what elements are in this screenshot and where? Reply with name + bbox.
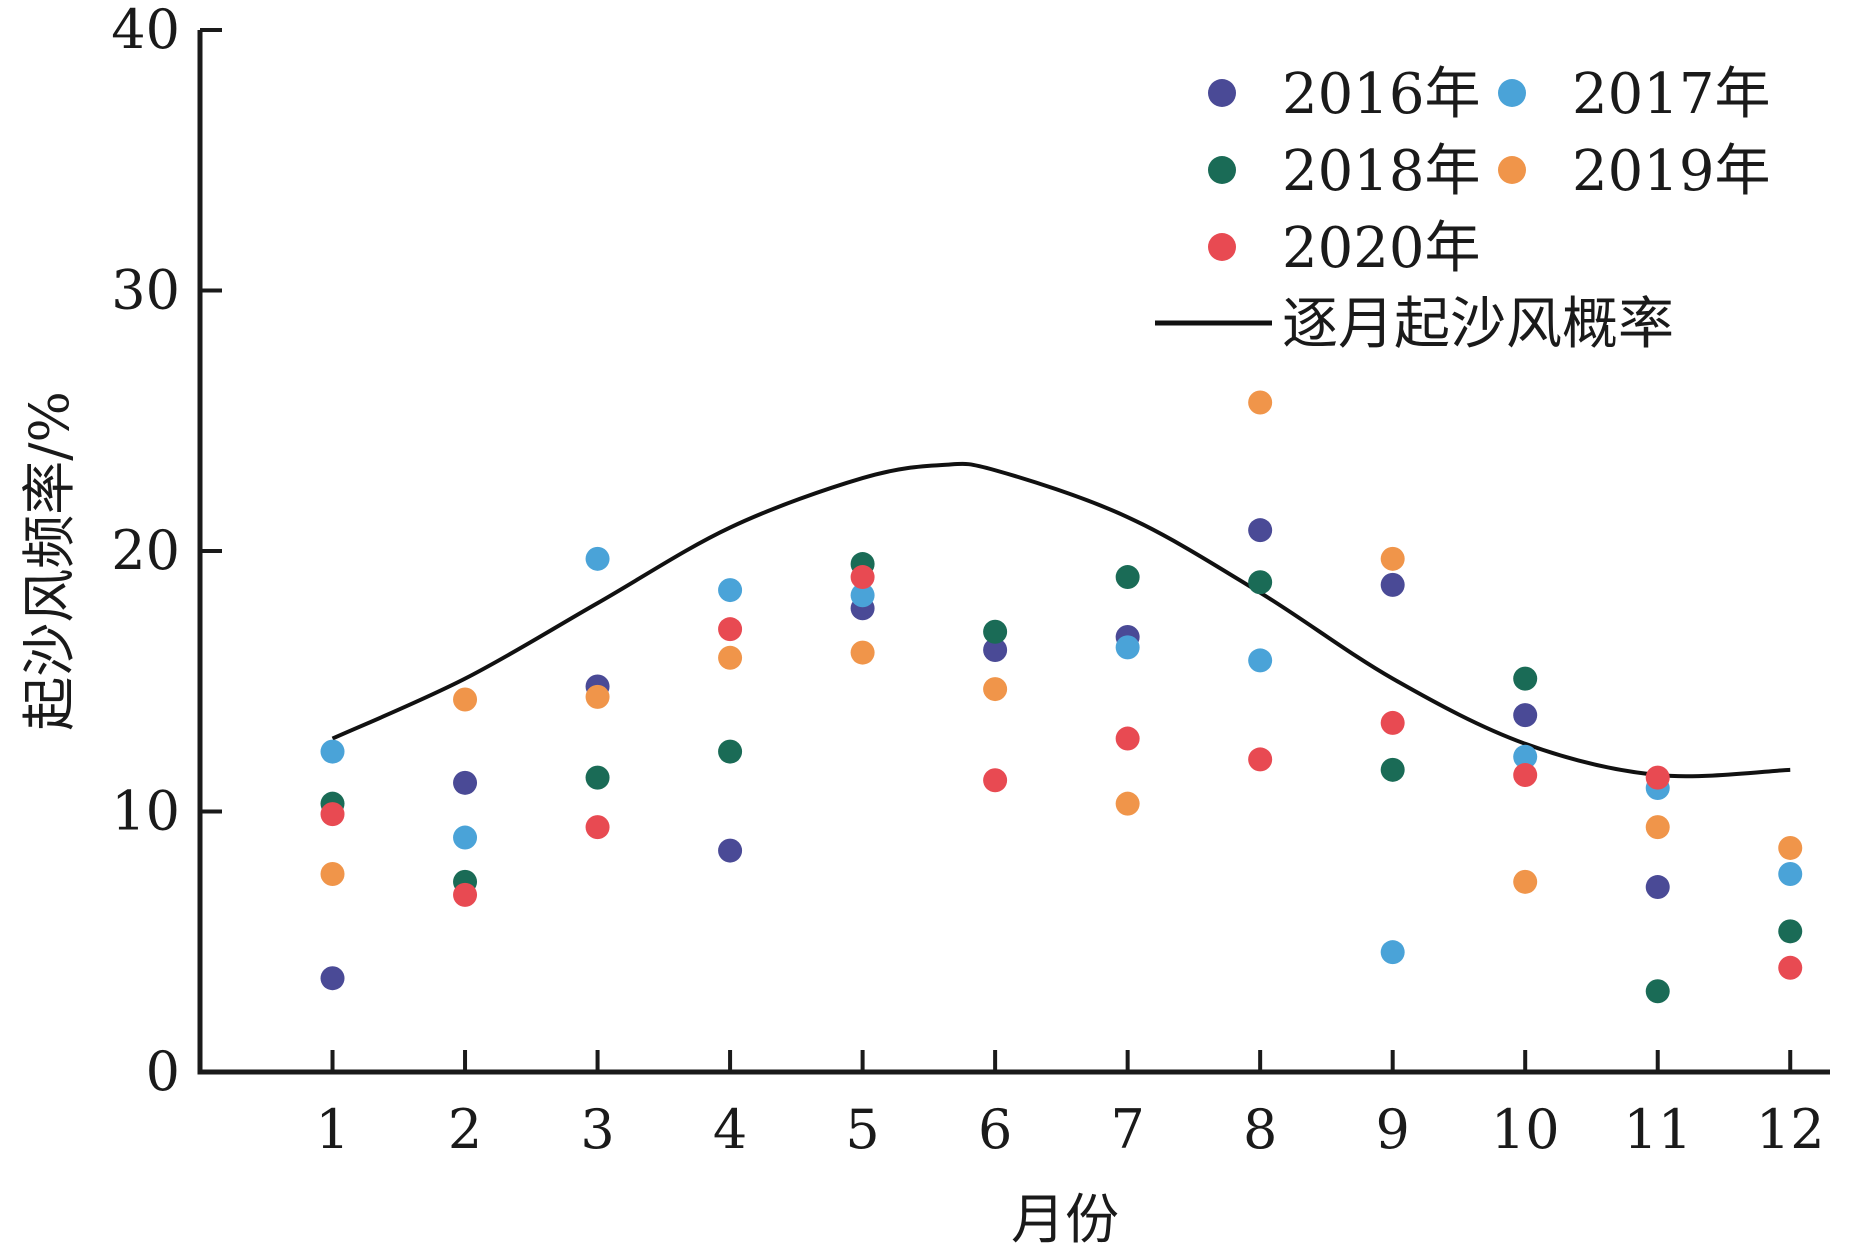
y-tick-label: 40 <box>111 0 180 61</box>
data-point-2020 <box>1248 747 1273 772</box>
data-point-2017 <box>718 578 743 603</box>
data-point-2016 <box>1645 875 1670 900</box>
data-point-2020 <box>1513 763 1538 788</box>
data-point-2019 <box>718 645 743 670</box>
x-tick-label: 2 <box>448 1098 482 1161</box>
data-point-2020 <box>1778 955 1803 980</box>
data-point-2019 <box>850 640 875 665</box>
x-tick-label: 3 <box>580 1098 614 1161</box>
data-point-2016 <box>453 770 478 795</box>
data-point-2018 <box>1778 919 1803 944</box>
chart-legend: 2016年 2017年 2018年 2019年 2020年 逐月起沙风概率 <box>1155 62 1771 357</box>
data-point-2019 <box>320 862 345 887</box>
data-point-2017 <box>453 825 478 850</box>
y-axis-ticks: 0 10 20 30 40 <box>111 0 222 1103</box>
x-tick-label: 1 <box>315 1098 349 1161</box>
chart-axes <box>197 30 1830 1075</box>
data-point-2019 <box>1645 815 1670 840</box>
data-point-2019 <box>1248 390 1273 415</box>
data-point-2020 <box>983 768 1008 793</box>
data-point-2018 <box>1380 757 1405 782</box>
data-point-2018 <box>718 739 743 764</box>
monthly-trend-line <box>331 461 1791 779</box>
data-point-2020 <box>718 617 743 642</box>
data-point-2019 <box>983 677 1008 702</box>
legend-label-monthly-probability: 逐月起沙风概率 <box>1282 292 1674 357</box>
data-point-2018 <box>585 765 610 790</box>
data-point-2019 <box>1778 835 1803 860</box>
legend-marker-2016 <box>1208 79 1236 107</box>
data-points <box>320 390 1803 1004</box>
data-point-2017 <box>1380 940 1405 965</box>
x-tick-label: 4 <box>713 1098 747 1161</box>
data-point-2016 <box>983 637 1008 662</box>
data-point-2020 <box>1645 765 1670 790</box>
data-point-2017 <box>1778 862 1803 887</box>
legend-label-2018: 2018年 <box>1282 139 1481 204</box>
data-point-2016 <box>1380 572 1405 597</box>
legend-marker-2017 <box>1498 79 1526 107</box>
x-tick-label: 6 <box>978 1098 1012 1161</box>
data-point-2020 <box>850 565 875 590</box>
legend-marker-2018 <box>1208 156 1236 184</box>
data-point-2016 <box>1248 518 1273 543</box>
y-tick-label: 0 <box>146 1040 180 1103</box>
legend-label-2017: 2017年 <box>1572 62 1771 127</box>
data-point-2019 <box>1513 869 1538 894</box>
data-point-2016 <box>320 966 345 991</box>
x-tick-label: 5 <box>845 1098 879 1161</box>
data-point-2017 <box>1115 635 1140 660</box>
data-point-2019 <box>1115 791 1140 816</box>
data-point-2020 <box>453 882 478 907</box>
y-tick-label: 20 <box>111 519 180 582</box>
x-tick-label: 11 <box>1623 1098 1692 1161</box>
legend-marker-2019 <box>1498 156 1526 184</box>
data-point-2018 <box>983 619 1008 644</box>
data-point-2020 <box>1380 710 1405 735</box>
legend-label-2020: 2020年 <box>1282 216 1481 281</box>
y-tick-label: 10 <box>111 780 180 843</box>
data-point-2018 <box>1645 979 1670 1004</box>
x-tick-label: 8 <box>1243 1098 1277 1161</box>
data-point-2017 <box>585 546 610 571</box>
data-point-2017 <box>1513 744 1538 769</box>
data-point-2019 <box>453 687 478 712</box>
legend-label-2016: 2016年 <box>1282 62 1481 127</box>
x-tick-label: 12 <box>1756 1098 1825 1161</box>
x-axis-title: 月份 <box>1011 1188 1119 1250</box>
data-point-2016 <box>1513 703 1538 728</box>
data-point-2016 <box>718 838 743 863</box>
data-point-2017 <box>320 739 345 764</box>
y-tick-label: 30 <box>111 259 180 322</box>
legend-label-2019: 2019年 <box>1572 139 1771 204</box>
x-axis-ticks: 1 2 3 4 5 6 7 8 9 10 11 12 <box>315 1050 1825 1161</box>
data-point-2020 <box>320 802 345 827</box>
data-point-2017 <box>1248 648 1273 673</box>
data-point-2019 <box>585 684 610 709</box>
legend-marker-2020 <box>1208 233 1236 261</box>
data-point-2018 <box>1115 565 1140 590</box>
x-tick-label: 9 <box>1376 1098 1410 1161</box>
y-axis-title: 起沙风频率/% <box>18 391 81 731</box>
data-point-2020 <box>1115 726 1140 751</box>
data-point-2017 <box>850 583 875 608</box>
data-point-2019 <box>1380 546 1405 571</box>
x-tick-label: 7 <box>1110 1098 1144 1161</box>
x-tick-label: 10 <box>1491 1098 1560 1161</box>
data-point-2018 <box>1248 570 1273 595</box>
data-point-2018 <box>1513 666 1538 691</box>
data-point-2020 <box>585 815 610 840</box>
